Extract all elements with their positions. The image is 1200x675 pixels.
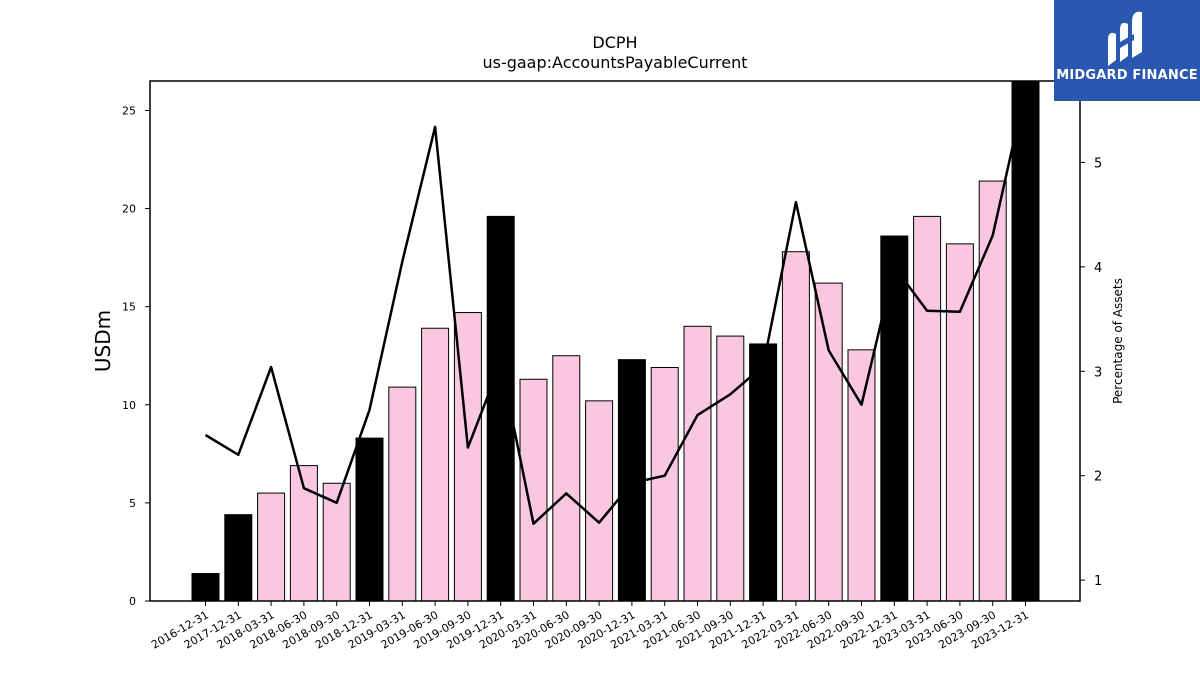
bar — [749, 343, 778, 602]
y2-axis-label: Percentage of Assets — [1111, 278, 1125, 404]
bar — [1011, 80, 1040, 602]
bar — [814, 282, 843, 602]
y2-tick-label: 2 — [1094, 470, 1102, 485]
y2-tick-label: 1 — [1094, 574, 1102, 589]
bar — [650, 366, 679, 602]
y-tick-label: 20 — [122, 203, 136, 216]
bar — [224, 514, 253, 602]
y2-tick-label: 4 — [1094, 261, 1102, 276]
logo-text: MIDGARD FINANCE — [1056, 68, 1198, 83]
x-axis: 2016-12-312017-12-312018-03-312018-06-30… — [149, 601, 1031, 652]
bar — [191, 573, 220, 602]
y-axis-right: 1 2 3 4 5 — [1080, 156, 1102, 589]
bar — [355, 437, 384, 602]
bar — [683, 325, 712, 602]
y-axis-label: USDm — [91, 310, 115, 372]
series-line — [204, 89, 1027, 525]
y-tick-label: 10 — [122, 399, 136, 412]
y-axis-left: 0 5 10 15 20 25 — [122, 104, 150, 608]
y-tick-label: 5 — [129, 497, 136, 510]
plot-frame — [149, 80, 1081, 602]
bar — [913, 215, 942, 602]
y-tick-label: 25 — [122, 104, 136, 117]
bar — [421, 327, 450, 602]
chart-subtitle: us-gaap:AccountsPayableCurrent — [482, 53, 747, 72]
midgard-m-logo-icon — [1108, 11, 1142, 66]
bar — [585, 400, 614, 602]
line-series — [204, 89, 1027, 525]
bar — [978, 180, 1007, 602]
bar — [716, 335, 745, 602]
bar — [257, 492, 286, 602]
y2-tick-label: 5 — [1094, 156, 1102, 171]
bar — [519, 378, 548, 602]
bar — [880, 235, 909, 602]
bar — [945, 243, 974, 602]
bar-series — [191, 80, 1040, 602]
bar — [781, 251, 810, 602]
logo: MIDGARD FINANCE — [1054, 0, 1200, 101]
y-tick-label: 0 — [129, 595, 136, 608]
y-tick-label: 15 — [122, 301, 136, 314]
y2-tick-label: 3 — [1094, 365, 1102, 380]
chart-title: DCPH — [592, 33, 637, 52]
bar — [388, 386, 417, 602]
bar — [552, 355, 581, 602]
